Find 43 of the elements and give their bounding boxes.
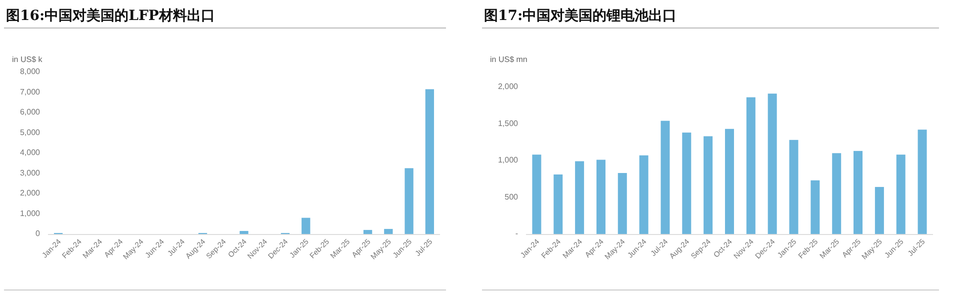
bar [768,94,777,234]
bar [746,97,756,234]
bar [404,168,414,234]
y-tick-label: 7,000 [20,87,41,96]
y-tick-label: 500 [504,192,519,202]
chart-title: 图16:中国对美国的LFP材料出口 [6,7,215,24]
bar [918,130,927,234]
y-tick-label: 6,000 [20,108,41,117]
bar [639,155,648,234]
bar [854,150,863,234]
y-tick-label: 5,000 [20,128,41,137]
bar [532,154,542,234]
bar [832,153,842,234]
y-tick-label: 3,000 [20,168,41,178]
bar [425,89,434,234]
bar [682,132,692,234]
y-tick-label: 1,000 [20,208,41,218]
y-tick-label: 2,000 [498,82,519,92]
bar [896,154,906,234]
y-tick-label: 1,000 [498,156,519,165]
y-tick-label: 1,500 [498,118,519,128]
y-tick-label: 8,000 [20,67,41,76]
bar [302,218,310,234]
bar [704,136,713,234]
bar [240,230,248,234]
bar [596,160,606,234]
bar [618,172,627,234]
y-tick-label: 0 [36,229,41,238]
bar [363,230,372,234]
bar [725,128,734,234]
bar [810,180,820,234]
chart-title: 图17:中国对美国的锂电池出口 [484,7,677,24]
y-axis-title: in US$ k [12,55,44,64]
y-axis-title: in US$ mn [490,55,528,64]
bar [874,186,884,234]
y-tick-label: 4,000 [20,148,41,158]
bar [575,161,584,234]
bar [384,228,393,234]
y-tick-label: 2,000 [20,188,41,198]
y-tick-label: - [515,229,518,238]
bar [660,120,670,234]
bar [554,174,563,234]
bar [789,140,798,234]
